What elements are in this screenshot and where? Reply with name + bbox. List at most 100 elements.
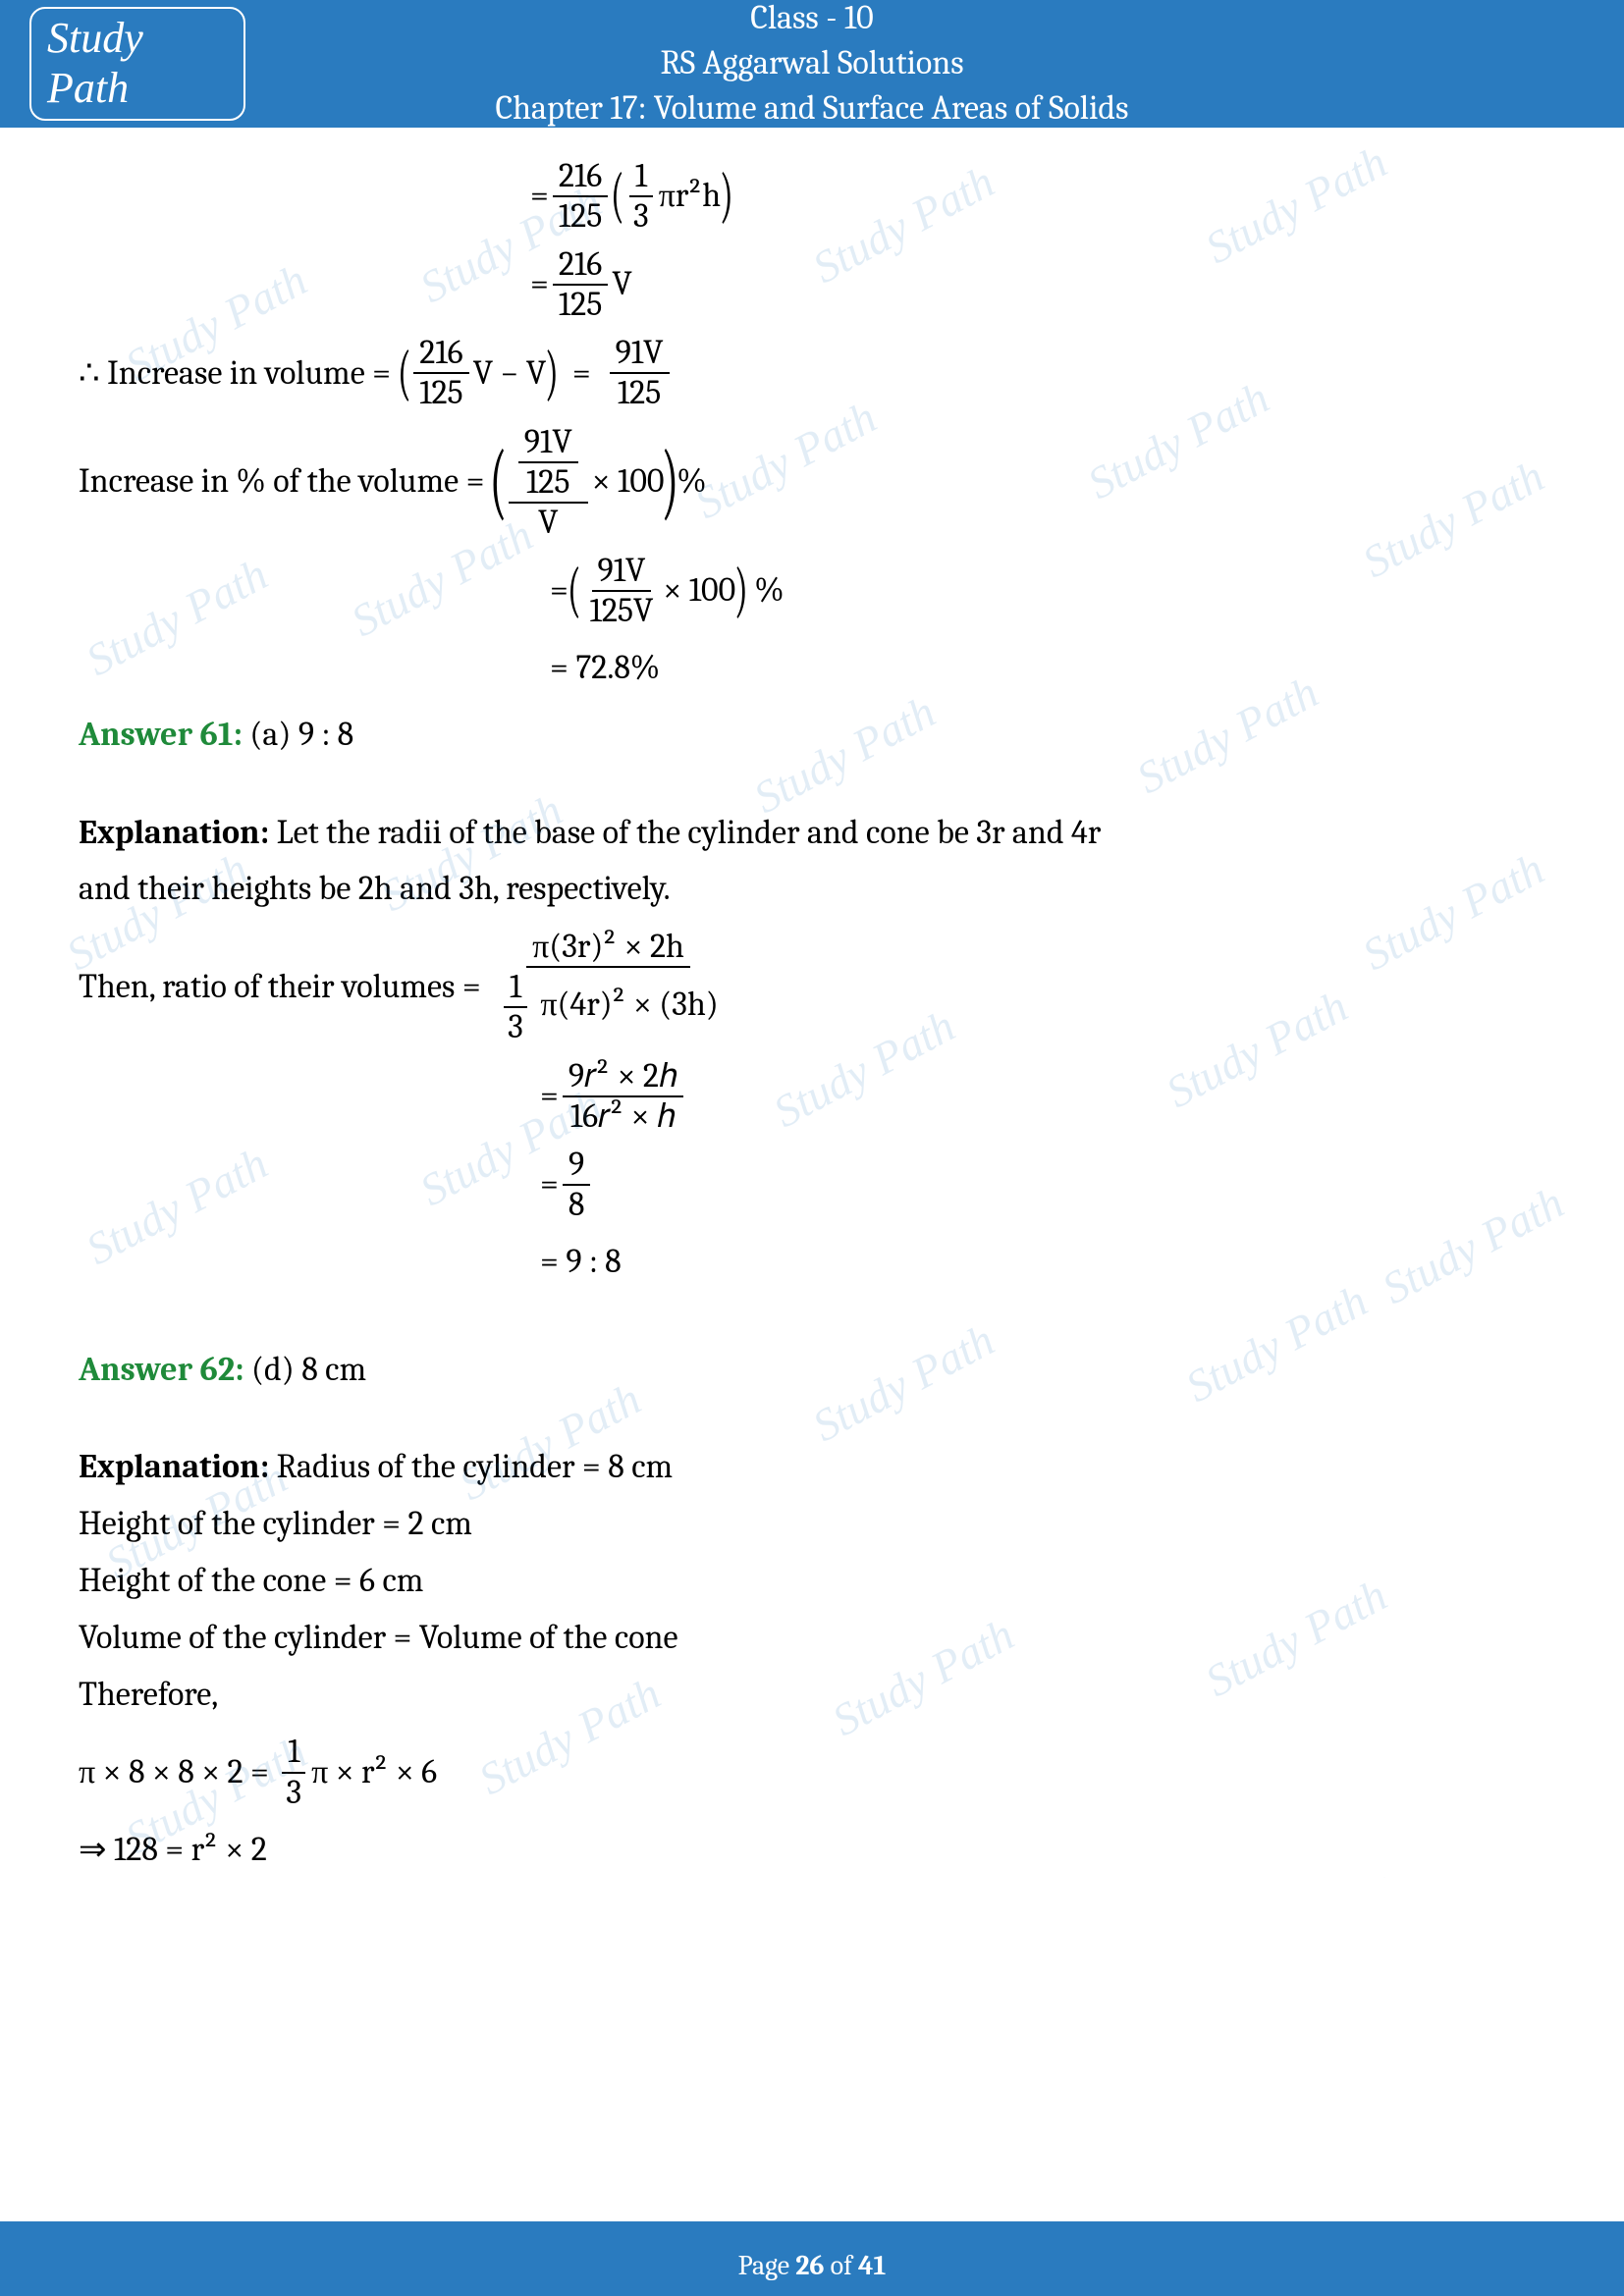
numerator: 216 — [413, 334, 468, 374]
increase-pct-line: Increase in % of the volume = ( 91V 125 … — [79, 423, 1545, 542]
ratio-step4: = 9 : 8 — [79, 1234, 1545, 1291]
footer-total-pages: 41 — [858, 2250, 886, 2281]
eq-text: Then, ratio of their volumes = — [79, 959, 481, 1016]
header-titles: Class - 10 RS Aggarwal Solutions Chapter… — [0, 0, 1624, 132]
answer-62: Answer 62: (d) 8 cm — [79, 1342, 1545, 1399]
explanation-text: Let the radii of the base of the cylinde… — [269, 813, 1101, 852]
explanation-label: Explanation: — [79, 813, 269, 852]
numerator: 91V — [610, 334, 670, 374]
eq62-line: π × 8 × 8 × 2 = 1 3 π × r² × 6 — [79, 1733, 1545, 1811]
denominator: 3 — [280, 1774, 307, 1812]
numerator: 9𝑟² × 2ℎ — [563, 1057, 683, 1097]
paren-close: ) — [545, 352, 559, 395]
eq-text: V − V — [473, 346, 546, 402]
eq-text: π × r² × 6 — [311, 1744, 437, 1801]
answer-label: Answer 62: — [79, 1350, 244, 1389]
eq-text: % — [677, 454, 706, 510]
denominator: 125 — [413, 374, 469, 412]
eq-text: % — [754, 562, 784, 619]
eq-text: ∴ Increase in volume = — [79, 346, 391, 402]
denominator: 3 — [502, 1008, 529, 1046]
paren-close: ) — [734, 569, 748, 612]
footer-current-page: 26 — [795, 2250, 824, 2281]
ratio-step2: = 9𝑟² × 2ℎ 16𝑟² × ℎ — [79, 1057, 1545, 1136]
fraction: π(3r)² × 2h 1 3 π(4r)² × (3h) — [492, 928, 725, 1046]
paren-close: ) — [662, 456, 679, 507]
fraction: 216 125 — [553, 157, 609, 236]
denominator: 125 — [553, 197, 609, 236]
ratio-volumes-line: Then, ratio of their volumes = π(3r)² × … — [79, 928, 1545, 1046]
denominator: 8 — [563, 1186, 591, 1224]
eq-text: = 9 : 8 — [540, 1234, 622, 1291]
eq-step-2: = 216 125 V — [79, 245, 1545, 324]
increase-pct-result: = 72.8% — [79, 640, 1545, 697]
footer-band — [0, 2221, 1624, 2235]
fraction: 1 3 — [280, 1733, 307, 1811]
answer-61: Answer 61: (a) 9 : 8 — [79, 707, 1545, 764]
increase-volume-line: ∴ Increase in volume = ( 216 125 V − V )… — [79, 334, 1545, 412]
denominator: 1 3 π(4r)² × (3h) — [492, 968, 725, 1046]
explanation-text: Radius of the cylinder = 8 cm — [269, 1447, 673, 1486]
explanation-62-line5: Therefore, — [79, 1667, 1545, 1724]
denominator: 125 — [612, 374, 668, 412]
numerator: 216 — [553, 245, 608, 286]
explanation-62-line3: Height of the cone = 6 cm — [79, 1553, 1545, 1610]
eq-text: = — [540, 1156, 559, 1213]
numerator: 1 — [282, 1733, 305, 1773]
explanation-61-line2: and their heights be 2h and 3h, respecti… — [79, 861, 1545, 918]
denominator: 3 — [627, 197, 655, 236]
header-book: RS Aggarwal Solutions — [0, 41, 1624, 86]
inner-fraction: 1 3 — [502, 968, 529, 1046]
page-content: Study Path Study Path Study Path Study P… — [0, 128, 1624, 1878]
explanation-62-line4: Volume of the cylinder = Volume of the c… — [79, 1610, 1545, 1667]
eq-text: Increase in % of the volume = — [79, 454, 484, 510]
fraction: 216 125 — [413, 334, 469, 412]
numerator: 91V — [592, 552, 652, 592]
page-header: Study Path Class - 10 RS Aggarwal Soluti… — [0, 0, 1624, 128]
explanation-label: Explanation: — [79, 1447, 269, 1486]
denominator: 16𝑟² × ℎ — [565, 1097, 681, 1136]
fraction: 216 125 — [553, 245, 609, 324]
paren-open: ( — [397, 352, 410, 395]
numerator: 9 — [563, 1146, 590, 1186]
footer-bar: Page 26 of 41 — [0, 2235, 1624, 2296]
eq-text: π(4r)² × (3h) — [540, 985, 718, 1024]
eq-text: = — [540, 1068, 559, 1125]
answer-value: (a) 9 : 8 — [243, 715, 353, 754]
fraction: 9𝑟² × 2ℎ 16𝑟² × ℎ — [563, 1057, 683, 1136]
fraction: 1 3 — [627, 157, 655, 236]
eq-text: = — [550, 562, 568, 619]
numerator: π(3r)² × 2h — [526, 928, 690, 968]
footer-mid: of — [825, 2250, 859, 2281]
header-class: Class - 10 — [0, 0, 1624, 41]
eq62-line2: ⇒ 128 = r² × 2 — [79, 1822, 1545, 1879]
explanation-62-line2: Height of the cylinder = 2 cm — [79, 1496, 1545, 1553]
inner-fraction: 91V 125 — [518, 423, 578, 502]
eq-text: = — [530, 168, 549, 225]
numerator: 1 — [629, 157, 653, 197]
fraction: 9 8 — [563, 1146, 591, 1224]
denominator: 125 — [520, 463, 576, 502]
denominator: 125V — [584, 592, 660, 630]
answer-value: (d) 8 cm — [244, 1350, 367, 1389]
eq-text: = 72.8% — [550, 640, 660, 697]
eq-text: = — [558, 346, 606, 402]
fraction: 91V 125 V — [509, 423, 588, 542]
denominator: 125 — [553, 286, 609, 324]
fraction: 91V 125 — [610, 334, 670, 412]
explanation-61-line1: Explanation: Let the radii of the base o… — [79, 805, 1545, 862]
ratio-step3: = 9 8 — [79, 1146, 1545, 1224]
denominator: V — [532, 504, 564, 542]
paren-open: ( — [611, 175, 624, 217]
numerator: 91V — [518, 423, 578, 463]
eq-text: V — [612, 256, 631, 313]
fraction: 91V 125V — [584, 552, 660, 630]
footer-prefix: Page — [738, 2250, 796, 2281]
paren-open: ( — [489, 456, 507, 507]
eq-text: × 100 — [592, 454, 665, 510]
numerator: 91V 125 — [509, 423, 588, 504]
eq-text: = — [530, 256, 549, 313]
numerator: 1 — [504, 968, 527, 1008]
answer-label: Answer 61: — [79, 715, 243, 754]
numerator: 216 — [553, 157, 608, 197]
